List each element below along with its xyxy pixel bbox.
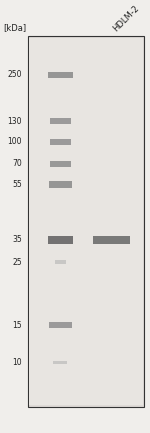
Text: 250: 250 (8, 70, 22, 79)
Bar (48, 236, 73, 244)
Text: 35: 35 (12, 236, 22, 245)
Text: 130: 130 (8, 117, 22, 126)
Bar (55, 260, 66, 264)
Text: 70: 70 (12, 159, 22, 168)
Bar (50, 118, 71, 124)
Bar (50, 161, 71, 167)
Bar (28, 36, 144, 407)
Text: 15: 15 (12, 321, 22, 330)
Bar (54, 361, 68, 364)
Text: 25: 25 (12, 258, 22, 267)
Text: 55: 55 (12, 180, 22, 189)
Bar (49, 322, 72, 328)
Bar (49, 181, 72, 187)
Text: 10: 10 (12, 358, 22, 367)
Bar (50, 139, 71, 145)
Bar (93, 236, 130, 244)
Bar (48, 71, 73, 78)
Bar (29, 38, 143, 405)
Text: HDLM-2: HDLM-2 (111, 4, 141, 34)
Text: 100: 100 (8, 137, 22, 146)
Text: [kDa]: [kDa] (3, 23, 26, 32)
